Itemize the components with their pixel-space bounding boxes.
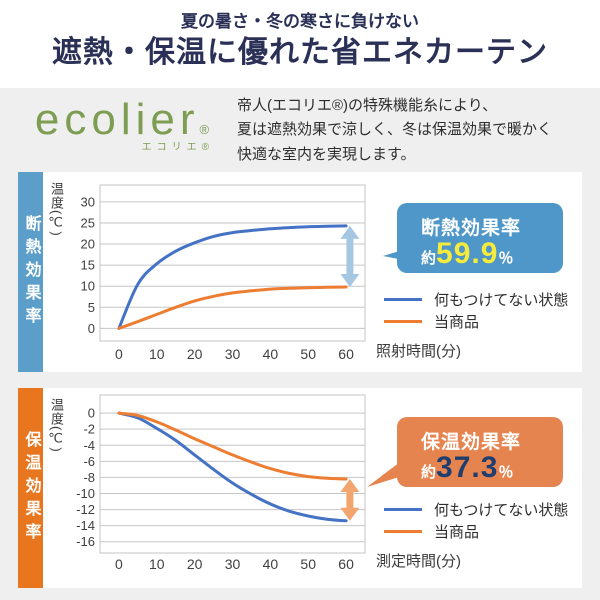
svg-text:40: 40 bbox=[263, 556, 279, 572]
svg-text:20: 20 bbox=[81, 237, 95, 252]
svg-text:-16: -16 bbox=[76, 534, 95, 549]
legend-line-swatch bbox=[384, 529, 422, 533]
svg-text:10: 10 bbox=[149, 556, 165, 572]
legend-label: 何もつけてない状態 bbox=[434, 501, 569, 519]
side-band-label: 断熱効果率 bbox=[22, 214, 40, 330]
logo-caption: エコリエ® bbox=[141, 142, 214, 154]
svg-text:50: 50 bbox=[300, 556, 316, 572]
legend-line-swatch bbox=[384, 319, 422, 323]
svg-text:0: 0 bbox=[115, 556, 123, 572]
legend-label: 何もつけてない状態 bbox=[434, 291, 569, 309]
legend-line-swatch bbox=[384, 507, 422, 511]
badge-prefix: 約 bbox=[421, 250, 437, 267]
svg-text:10: 10 bbox=[149, 346, 165, 362]
svg-text:0: 0 bbox=[88, 321, 95, 336]
badge-value: 37.3 bbox=[436, 451, 499, 484]
side-band: 保温効果率 bbox=[18, 388, 43, 588]
double-arrow-icon bbox=[340, 225, 360, 287]
page-title: 遮熱・保温に優れた省エネカーテン bbox=[52, 36, 548, 69]
svg-text:5: 5 bbox=[88, 300, 95, 315]
legend-label: 当商品 bbox=[434, 523, 480, 541]
svg-text:-12: -12 bbox=[76, 502, 95, 517]
svg-text:20: 20 bbox=[187, 556, 203, 572]
svg-text:40: 40 bbox=[263, 346, 279, 362]
svg-text:60: 60 bbox=[338, 556, 354, 572]
legend-row: 何もつけてない状態 bbox=[384, 498, 568, 520]
legend-row: 当商品 bbox=[384, 520, 568, 542]
badge-value: 59.9 bbox=[436, 237, 499, 270]
svg-text:-4: -4 bbox=[83, 438, 95, 453]
time-axis-label: 照射時間(分) bbox=[376, 343, 461, 360]
svg-text:-10: -10 bbox=[76, 486, 95, 501]
header-subtitle: 夏の暑さ・冬の寒さに負けない bbox=[181, 12, 419, 31]
effect-rate-badge: 保温効果率 約 37.3 ％ bbox=[367, 417, 563, 487]
temperature-axis-label: 温度(℃) bbox=[49, 182, 64, 237]
svg-text:30: 30 bbox=[225, 346, 241, 362]
svg-text:10: 10 bbox=[81, 279, 95, 294]
svg-text:0: 0 bbox=[88, 406, 95, 421]
svg-text:-6: -6 bbox=[83, 454, 95, 469]
legend-row: 当商品 bbox=[384, 310, 568, 332]
badge-unit: ％ bbox=[498, 250, 514, 267]
badge-tail-icon bbox=[367, 453, 412, 487]
product-description: 帝人(エコリエ®)の特殊機能糸により、 夏は遮熱効果で涼しく、冬は保温効果で暖か… bbox=[237, 94, 593, 167]
legend-label: 当商品 bbox=[434, 313, 480, 331]
insulation-effect-panel: 断熱効果率 温度(℃) 30 25 20 15 10 5 0 0 10 20 30 40 50 60 照射… bbox=[18, 172, 582, 372]
svg-text:30: 30 bbox=[225, 556, 241, 572]
ecolier-logo: ecolier® エコリエ® bbox=[14, 95, 230, 154]
badge-title: 保温効果率 bbox=[421, 432, 522, 453]
registered-mark-icon: ® bbox=[199, 122, 210, 137]
legend-row: 何もつけてない状態 bbox=[384, 288, 568, 310]
effect-rate-badge: 断熱効果率 約 59.9 ％ bbox=[383, 203, 563, 273]
chart-legend: 何もつけてない状態 当商品 bbox=[384, 288, 568, 332]
svg-text:-8: -8 bbox=[83, 470, 95, 485]
badge-value-line: 約 59.9 ％ bbox=[397, 237, 563, 270]
badge-value-line: 約 37.3 ％ bbox=[397, 451, 563, 484]
svg-text:20: 20 bbox=[187, 346, 203, 362]
svg-text:60: 60 bbox=[338, 346, 354, 362]
retention-effect-panel: 保温効果率 温度(℃) 0 -2 -4 -6 -8 -10 -12 -14 -16 0 10 20 30… bbox=[18, 388, 582, 588]
side-band-label: 保温効果率 bbox=[22, 430, 40, 546]
svg-text:-14: -14 bbox=[76, 518, 95, 533]
badge-unit: ％ bbox=[498, 464, 514, 481]
chart-legend: 何もつけてない状態 当商品 bbox=[384, 498, 568, 542]
time-axis-label: 測定時間(分) bbox=[376, 553, 461, 570]
temperature-axis-label: 温度(℃) bbox=[49, 398, 64, 453]
svg-text:-2: -2 bbox=[83, 422, 95, 437]
svg-text:30: 30 bbox=[81, 194, 95, 209]
description-line: 夏は遮熱効果で涼しく、冬は保温効果で暖かく bbox=[237, 121, 553, 139]
description-line: 帝人(エコリエ®)の特殊機能糸により、 bbox=[237, 97, 498, 114]
badge-tail-icon bbox=[383, 245, 419, 263]
svg-text:15: 15 bbox=[81, 258, 95, 273]
double-arrow-icon bbox=[340, 479, 360, 521]
badge-prefix: 約 bbox=[421, 464, 437, 481]
badge-title: 断熱効果率 bbox=[421, 218, 522, 239]
svg-text:50: 50 bbox=[300, 346, 316, 362]
description-line: 快適な室内を実現します。 bbox=[237, 145, 416, 163]
retention-chart: 0-2-4-6-8-10-12-14-160 10 20 30 40 50 60 bbox=[76, 394, 366, 572]
legend-line-swatch bbox=[384, 297, 422, 301]
side-band: 断熱効果率 bbox=[18, 172, 43, 372]
svg-text:0: 0 bbox=[115, 346, 123, 362]
svg-text:25: 25 bbox=[81, 215, 95, 230]
logo-wordmark: ecolier® bbox=[34, 95, 210, 144]
